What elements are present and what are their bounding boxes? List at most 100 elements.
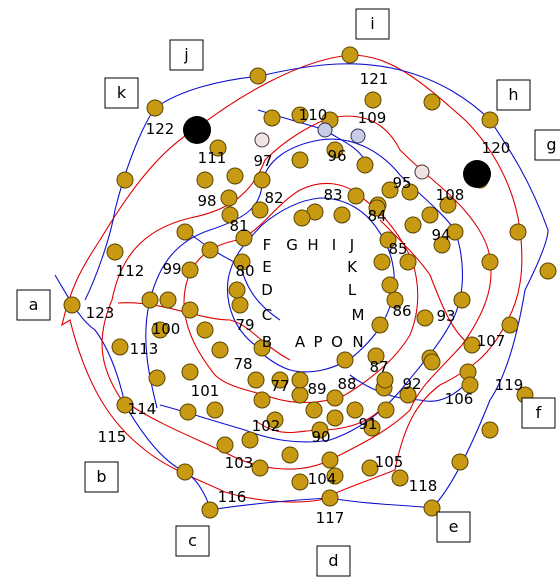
node-number-114: 114 (128, 400, 157, 418)
node-number-106: 106 (445, 390, 474, 408)
node-number-97: 97 (253, 152, 272, 170)
graph-node (201, 501, 219, 519)
graph-node (181, 261, 199, 279)
outer-label-text: a (29, 295, 39, 314)
node-number-93: 93 (436, 307, 455, 325)
graph-node (226, 167, 244, 185)
graph-node (201, 241, 219, 259)
outer-label-box (169, 39, 204, 71)
large-node-122 (183, 116, 211, 144)
graph-node (141, 291, 159, 309)
graph-node (311, 421, 329, 439)
node-number-122: 122 (146, 120, 175, 138)
graph-node (381, 181, 399, 199)
node-number-110: 110 (299, 106, 328, 124)
node-number-87: 87 (369, 358, 388, 376)
node-number-103: 103 (225, 454, 254, 472)
large-node-120 (463, 160, 491, 188)
letter-label-O: O (331, 333, 343, 351)
graph-node (451, 453, 469, 471)
node-number-120: 120 (482, 139, 511, 157)
graph-node (247, 371, 265, 389)
graph-node (253, 339, 271, 357)
highlighted-node (350, 128, 366, 144)
graph-node (321, 489, 339, 507)
blue-curve-outer (54, 63, 549, 511)
node-number-112: 112 (116, 262, 145, 280)
node-number-94: 94 (431, 226, 450, 244)
node-number-121: 121 (360, 70, 389, 88)
node-number-86: 86 (392, 302, 411, 320)
letter-label-I: I (332, 236, 336, 254)
graph-node (326, 467, 344, 485)
node-number-116: 116 (218, 488, 247, 506)
graph-node (373, 253, 391, 271)
graph-node (291, 473, 309, 491)
graph-node (391, 469, 409, 487)
graph-node (241, 431, 259, 449)
highlighted-node (254, 132, 270, 148)
graph-node (539, 262, 557, 280)
graph-node (291, 371, 309, 389)
node-number-108: 108 (436, 186, 465, 204)
node-number-118: 118 (409, 477, 438, 495)
letter-label-G: G (286, 236, 298, 254)
graph-node (371, 316, 389, 334)
outer-label-b: b (84, 461, 119, 493)
graph-node (235, 229, 253, 247)
node-number-89: 89 (307, 380, 326, 398)
graph-node (251, 201, 269, 219)
red-curve-mid (101, 115, 492, 470)
graph-node (253, 171, 271, 189)
graph-node (416, 309, 434, 327)
graph-node (481, 253, 499, 271)
graph-node (404, 216, 422, 234)
node-number-81: 81 (229, 217, 248, 235)
graph-node (347, 187, 365, 205)
graph-node (423, 499, 441, 517)
letter-label-C: C (262, 306, 272, 324)
outer-label-text: i (370, 14, 374, 33)
graph-node (379, 231, 397, 249)
node-number-79: 79 (235, 316, 254, 334)
graph-node (368, 199, 386, 217)
graph-node (181, 301, 199, 319)
node-number-119: 119 (495, 376, 524, 394)
letter-label-N: N (352, 333, 363, 351)
graph-node (251, 459, 269, 477)
graph-node (423, 353, 441, 371)
blue-curve-mid (145, 138, 464, 443)
graph-node (116, 171, 134, 189)
node-number-84: 84 (367, 207, 386, 225)
graph-node (377, 401, 395, 419)
node-number-117: 117 (316, 509, 345, 527)
node-number-98: 98 (197, 192, 216, 210)
node-number-107: 107 (477, 332, 506, 350)
outer-label-j: j (169, 39, 204, 71)
letter-label-B: B (262, 333, 272, 351)
node-number-101: 101 (191, 382, 220, 400)
graph-node (367, 347, 385, 365)
node-number-96: 96 (327, 147, 346, 165)
graph-node (233, 253, 251, 271)
outer-label-a: a (16, 289, 51, 321)
outer-label-e: e (436, 511, 471, 543)
graph-node (423, 93, 441, 111)
outer-label-box (534, 129, 560, 161)
outer-label-g: g (534, 129, 560, 161)
graph-node (346, 401, 364, 419)
outer-label-box (521, 397, 556, 429)
node-number-90: 90 (311, 428, 330, 446)
graph-node (293, 209, 311, 227)
graph-node (221, 206, 239, 224)
graph-node (181, 363, 199, 381)
graph-node (481, 111, 499, 129)
graph-node (206, 401, 224, 419)
outer-label-h: h (496, 79, 531, 111)
letter-label-L: L (348, 281, 357, 299)
graph-node (364, 91, 382, 109)
graph-node (509, 223, 527, 241)
letter-label-J: J (349, 236, 354, 254)
graph-node (148, 369, 166, 387)
blue-curve-spoke-2 (349, 374, 471, 402)
